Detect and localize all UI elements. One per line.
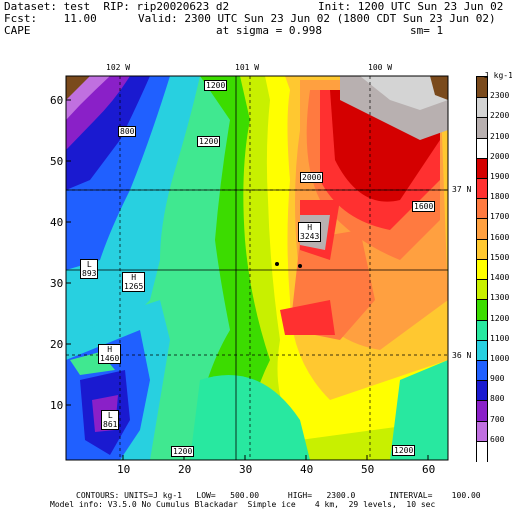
colorbar-swatch [477,420,487,442]
x-tick-20: 20 [178,463,192,476]
colorbar-level: 1300 [490,293,510,303]
x-tick-60: 60 [422,463,436,476]
colorbar-swatch [477,77,487,98]
high-label-1265: H 1265 [122,272,146,292]
colorbar-swatch [477,380,487,402]
lat-label-37n: 37 N [452,185,472,194]
colorbar-swatch [477,299,487,321]
lon-label-102w: 102 W [106,63,131,72]
colorbar-level: 1700 [490,212,510,222]
x-tick-40: 40 [300,463,314,476]
colorbar-level: 1100 [490,333,510,343]
colorbar-level: 1900 [490,172,510,182]
colorbar [476,76,488,462]
colorbar-level: 800 [490,394,505,404]
colorbar-swatch [477,440,487,462]
lon-label-101w: 101 W [235,63,260,72]
colorbar-level: 1200 [490,313,510,323]
y-tick-30: 30 [50,277,64,290]
colorbar-level: 1500 [490,252,510,262]
contour-label-2000: 2000 [300,172,324,183]
colorbar-level: 2300 [490,91,510,101]
y-tick-50: 50 [50,155,64,168]
x-tick-50: 50 [361,463,375,476]
contour-label-1200-mid: 1200 [197,136,221,147]
colorbar-swatch [477,137,487,159]
colorbar-swatch [477,319,487,341]
y-tick-20: 20 [50,338,64,351]
model-info: Model info: V3.5.0 No Cumulus Blackadar … [50,500,436,509]
contour-label-1200-top: 1200 [204,80,228,91]
x-tick-10: 10 [117,463,131,476]
lat-label-36n: 36 N [452,351,472,360]
contour-label-800: 800 [118,126,137,137]
colorbar-level: 700 [490,414,505,424]
lon-label-100w: 100 W [368,63,393,72]
contour-label-1200-right: 1200 [392,445,416,456]
colorbar-level: 2000 [490,151,510,161]
forecast-hour: Fcst: 11.00 [4,12,97,25]
high-label-1460: H 1460 [98,344,122,364]
colorbar-level: 2200 [490,111,510,121]
contour-label-1600: 1600 [412,201,436,212]
contour-label-1200-bottom: 1200 [171,446,195,457]
cape-fill [66,76,448,460]
colorbar-swatch [477,97,487,119]
high-label-3243: H 3243 [298,222,322,242]
colorbar-level: 1600 [490,232,510,242]
colorbar-swatch [477,157,487,180]
plot-frame [65,75,449,461]
colorbar-swatch [477,117,487,139]
dataset-label: Dataset: test RIP: rip20020623 d2 [4,0,230,13]
y-tick-10: 10 [50,399,64,412]
colorbar-level: 2100 [490,131,510,141]
colorbar-level: 900 [490,374,505,384]
y-tick-40: 40 [50,216,64,229]
low-label-861: L 861 [101,410,120,430]
colorbar-swatch [477,218,487,240]
valid-time: Valid: 2300 UTC Sun 23 Jun 02 (1800 CDT … [138,12,496,25]
sigma-level: at sigma = 0.998 [216,24,322,37]
colorbar-swatch [477,258,487,281]
state-borders [66,76,448,460]
smoothing: sm= 1 [410,24,444,37]
colorbar-swatch [477,339,487,361]
colorbar-swatch [477,400,487,422]
colorbar-swatch [477,198,487,220]
colorbar-swatch [477,359,487,382]
init-time: Init: 1200 UTC Sun 23 Jun 02 [318,0,504,13]
colorbar-level: 1000 [490,353,510,363]
x-tick-30: 30 [239,463,253,476]
tick-marks [66,99,429,460]
contour-info: CONTOURS: UNITS=J kg-1 LOW= 500.00 HIGH=… [76,491,481,500]
colorbar-level: 1400 [490,273,510,283]
colorbar-unit: J kg-1 [484,71,512,80]
colorbar-level: 600 [490,434,505,444]
field-name: CAPE [4,24,31,37]
colorbar-swatch [477,279,487,301]
colorbar-swatch [477,238,487,260]
colorbar-level: 1800 [490,192,510,202]
low-label-893: L 893 [80,259,99,279]
colorbar-swatch [477,178,487,200]
y-tick-60: 60 [50,94,64,107]
